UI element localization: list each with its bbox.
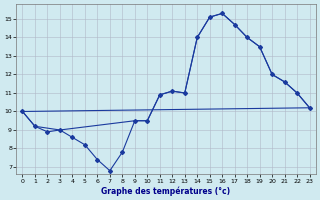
X-axis label: Graphe des températures (°c): Graphe des températures (°c) xyxy=(101,186,231,196)
